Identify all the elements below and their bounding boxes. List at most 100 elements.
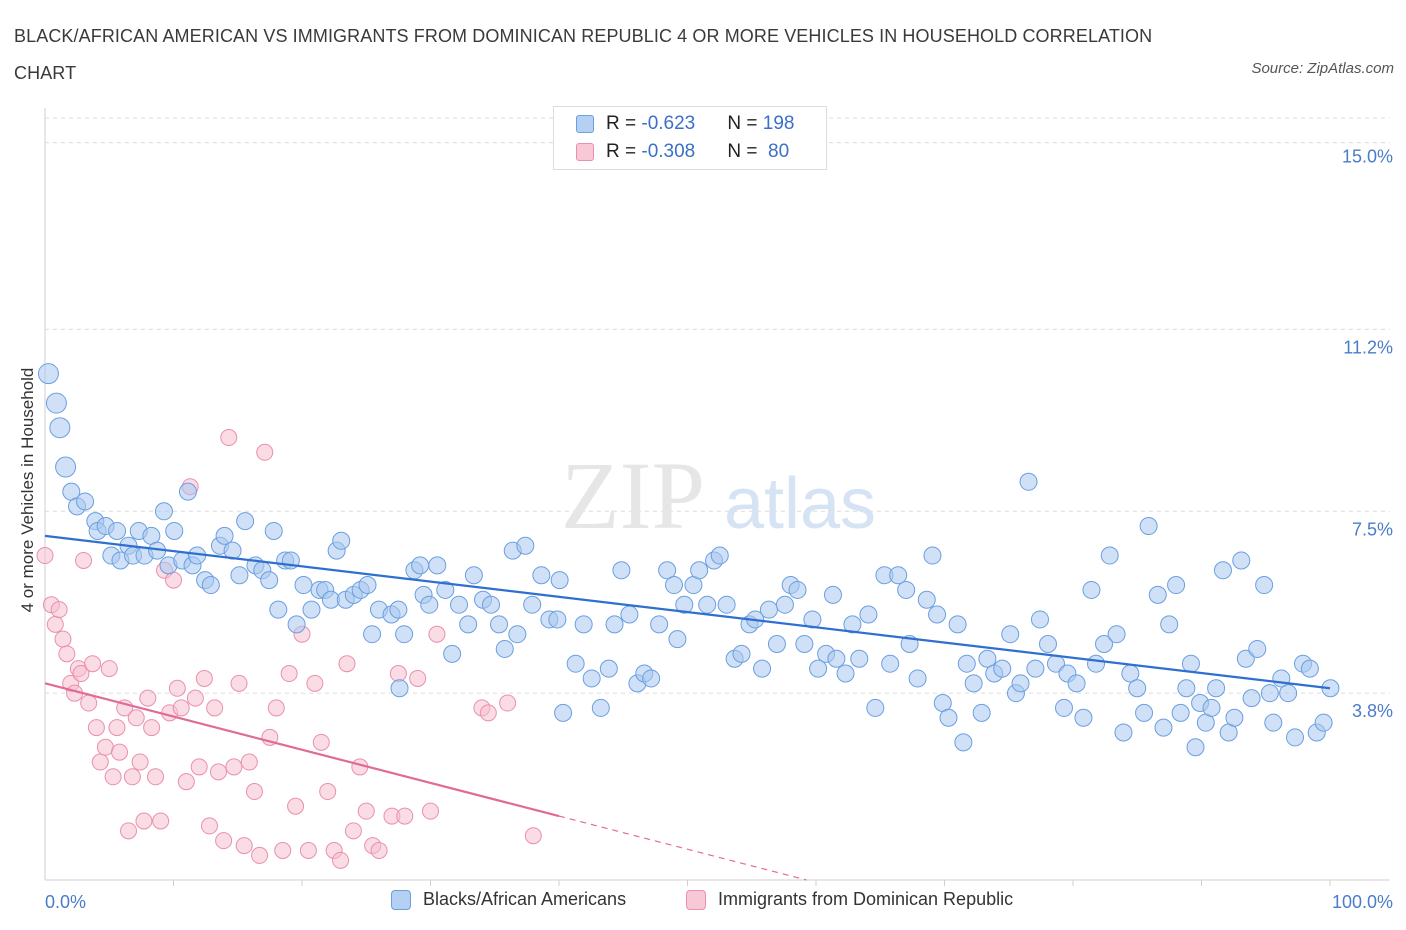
data-point-pink — [389, 665, 407, 683]
data-point-blue — [1100, 546, 1119, 565]
data-point-blue — [1054, 698, 1073, 717]
data-point-pink — [200, 817, 218, 835]
data-point-blue — [516, 536, 535, 555]
data-point-blue — [1260, 684, 1279, 703]
data-point-pink — [108, 719, 126, 737]
data-point-pink — [524, 827, 542, 845]
bottom-legend-swatch-pink — [686, 889, 706, 910]
data-point-blue — [897, 580, 916, 599]
data-point-blue — [574, 615, 593, 634]
data-point-blue — [881, 654, 900, 673]
data-point-blue — [1264, 713, 1283, 732]
data-point-blue — [230, 566, 249, 585]
data-point-pink — [235, 837, 253, 855]
legend-r-value: -0.308 — [641, 141, 696, 162]
data-point-pink — [206, 699, 224, 717]
data-point-pink — [72, 665, 90, 683]
data-point-blue — [411, 556, 430, 575]
legend-n-value: 80 — [762, 141, 790, 162]
tick-labels: 3.8% 7.5% 11.2% 15.0% 0.0% 100.0% — [45, 147, 1393, 912]
data-point-blue — [795, 635, 814, 654]
data-point-blue — [978, 649, 997, 668]
data-point-blue — [658, 561, 677, 580]
data-point-pink — [135, 812, 153, 830]
data-point-pink — [165, 571, 182, 589]
trend-line-pink-extrapolated — [558, 815, 807, 881]
data-point-blue — [675, 595, 694, 614]
data-point-pink — [479, 704, 497, 722]
data-point-blue — [201, 576, 220, 595]
data-point-blue — [287, 615, 306, 634]
blue-series-points — [37, 363, 1340, 757]
pink-series-points — [36, 429, 542, 869]
data-point-blue — [264, 521, 283, 540]
data-point-blue — [1148, 585, 1167, 604]
legend-n-label: N = — [727, 141, 763, 162]
data-point-blue — [917, 590, 936, 609]
data-point-blue — [55, 456, 77, 478]
chart-title: BLACK/AFRICAN AMERICAN VS IMMIGRANTS FRO… — [14, 26, 1153, 83]
data-point-blue — [490, 615, 509, 634]
data-point-pink — [91, 753, 109, 771]
data-point-pink — [499, 694, 517, 712]
data-point-blue — [436, 580, 455, 599]
data-point-blue — [1314, 713, 1333, 732]
legend-r-label: R = — [606, 141, 642, 162]
data-point-blue — [1030, 610, 1049, 629]
data-point-pink — [312, 733, 330, 751]
data-point-blue — [859, 605, 878, 624]
data-point-blue — [698, 595, 717, 614]
data-point-blue — [650, 615, 669, 634]
data-point-pink — [147, 768, 165, 786]
data-point-blue — [717, 595, 736, 614]
data-point-blue — [668, 630, 687, 649]
legend-n-label: N = — [727, 113, 763, 134]
legend-n-value: 198 — [762, 113, 795, 134]
data-point-blue — [599, 659, 618, 678]
data-point-pink — [46, 615, 64, 633]
data-point-pink — [422, 802, 439, 820]
data-point-pink — [177, 773, 195, 791]
data-point-blue — [1074, 708, 1093, 727]
data-point-blue — [37, 363, 59, 385]
data-point-blue — [395, 625, 414, 644]
data-point-blue — [843, 615, 862, 634]
data-point-pink — [186, 689, 204, 707]
data-point-blue — [767, 635, 786, 654]
legend-row-pink: R = -0.308 N = 80 — [576, 140, 789, 164]
bottom-legend-pink-label: Immigrants from Dominican Republic — [718, 889, 1014, 909]
data-point-blue — [1154, 718, 1173, 737]
data-point-pink — [357, 802, 375, 820]
data-point-pink — [319, 783, 337, 801]
data-point-blue — [294, 576, 313, 595]
data-point-blue — [753, 659, 772, 678]
data-point-pink — [36, 547, 54, 565]
data-point-pink — [54, 630, 72, 648]
data-point-blue — [45, 392, 67, 414]
data-point-pink — [370, 842, 388, 860]
data-point-blue — [1026, 659, 1045, 678]
data-point-blue — [269, 600, 288, 619]
data-point-blue — [1248, 639, 1267, 658]
y-tick-label: 11.2% — [1343, 337, 1393, 357]
data-point-pink — [127, 709, 145, 727]
data-point-blue — [836, 664, 855, 683]
data-point-blue — [1038, 635, 1057, 654]
data-point-blue — [605, 615, 624, 634]
data-point-blue — [928, 605, 947, 624]
data-point-pink — [225, 758, 243, 776]
trend-lines — [44, 534, 1331, 881]
data-point-blue — [450, 595, 469, 614]
source-label: Source: ZipAtlas.com — [1251, 60, 1394, 77]
data-point-blue — [850, 649, 869, 668]
data-point-blue — [1300, 659, 1319, 678]
data-point-blue — [49, 417, 71, 439]
data-point-pink — [220, 429, 238, 447]
data-point-blue — [972, 703, 991, 722]
data-point-blue — [1255, 576, 1274, 595]
data-point-pink — [87, 719, 105, 737]
y-tick-label: 15.0% — [1342, 147, 1393, 167]
data-point-blue — [482, 595, 501, 614]
data-point-blue — [108, 521, 127, 540]
